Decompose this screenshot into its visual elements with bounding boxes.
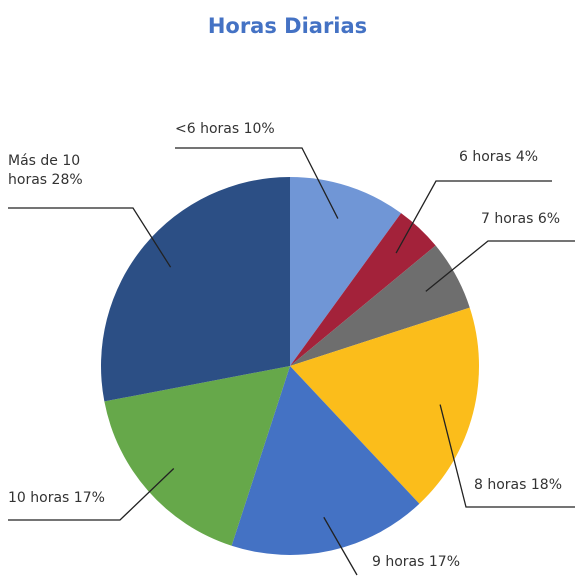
- category-label: 10 horas: [8, 490, 70, 506]
- category-label: 9 horas: [372, 554, 425, 570]
- pie-slice: [290, 307, 480, 504]
- value-label: 28%: [51, 172, 83, 188]
- category-label: <6 horas: [175, 121, 240, 137]
- slice-label: 9 horas 17%: [372, 553, 460, 572]
- value-label: 6%: [537, 211, 561, 227]
- leader-line: [175, 147, 339, 219]
- value-label: 18%: [530, 477, 563, 493]
- value-label: 10%: [243, 121, 275, 137]
- category-label: 6 horas: [459, 149, 512, 165]
- leader-line: [8, 468, 175, 521]
- category-label: 8 horas: [474, 477, 527, 493]
- value-label: 17%: [428, 554, 461, 570]
- leader-line: [8, 207, 172, 268]
- pie-slice: [231, 366, 420, 556]
- slice-label: 7 horas 6%: [481, 210, 560, 229]
- pie-slice: [104, 366, 290, 546]
- slice-label: 10 horas 17%: [8, 489, 105, 508]
- pie-slice: [290, 245, 470, 366]
- chart-title: Horas Diarias: [207, 14, 368, 38]
- leader-line: [439, 404, 575, 508]
- slice-label: 8 horas 18%: [474, 476, 562, 495]
- pie-slice: [290, 177, 402, 366]
- value-label: 4%: [515, 149, 539, 165]
- slice-label: <6 horas 10%: [175, 120, 275, 139]
- value-label: 17%: [73, 490, 105, 506]
- slice-label: Más de 10 horas 28%: [8, 152, 108, 190]
- pie-slice: [100, 177, 290, 402]
- slice-label: 6 horas 4%: [459, 148, 538, 167]
- leader-line: [395, 180, 552, 254]
- category-label: Más de 10 horas: [8, 153, 81, 188]
- leader-line: [425, 240, 575, 292]
- category-label: 7 horas: [481, 211, 534, 227]
- pie-slice: [290, 213, 436, 366]
- leader-line: [323, 516, 358, 576]
